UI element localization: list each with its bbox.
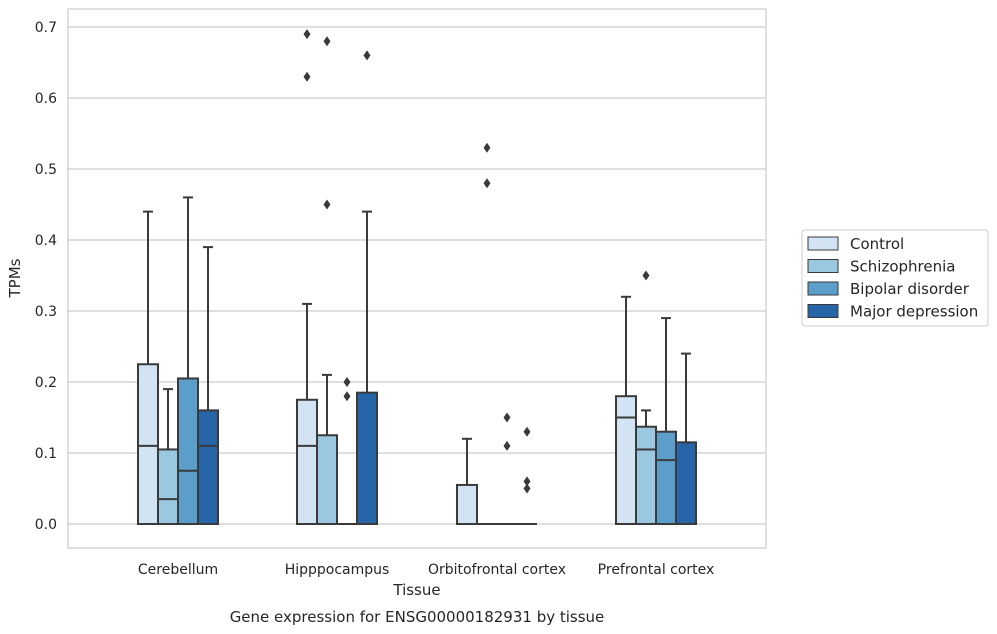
box-group (137, 210, 159, 525)
outlier-point (523, 483, 531, 494)
legend-swatch (807, 236, 839, 251)
y-tick-label: 0.3 (35, 304, 57, 320)
legend-swatch (807, 304, 839, 318)
outlier-point (483, 142, 491, 153)
outlier-point (523, 426, 531, 437)
box-group (157, 388, 179, 526)
x-tick-label: Cerebellum (138, 562, 218, 578)
box (635, 425, 657, 526)
box (655, 430, 677, 526)
box (137, 363, 159, 525)
outlier-point (642, 270, 650, 281)
y-axis-ticks: 0.0 0.1 0.2 0.3 0.4 0.5 0.6 0.7 (35, 20, 57, 533)
legend-label: Bipolar disorder (850, 280, 970, 298)
box-group (655, 317, 677, 526)
x-tick-label: Orbitofrontal cortex (428, 562, 566, 578)
box (197, 409, 219, 525)
plot-frame (67, 8, 767, 549)
outlier-point (503, 440, 511, 451)
legend: Control Schizophrenia Bipolar disorder Majo… (801, 229, 989, 327)
y-axis-label: TPMs (6, 258, 24, 298)
outlier-point (303, 71, 311, 82)
outlier-point (323, 199, 331, 210)
box-group (517, 426, 537, 525)
legend-label: Control (850, 235, 904, 253)
y-tick-label: 0.7 (35, 20, 57, 36)
legend-swatch (807, 281, 839, 296)
box (356, 391, 378, 525)
box (675, 441, 697, 526)
box-group (316, 36, 338, 525)
box (456, 483, 478, 526)
x-tick-label: Hipppocampus (285, 562, 390, 578)
box-group (615, 295, 637, 526)
outlier-point (483, 178, 491, 189)
y-tick-label: 0.5 (35, 162, 57, 178)
box (316, 434, 338, 525)
x-axis-label: Tissue (392, 581, 440, 599)
outlier-point (323, 36, 331, 47)
box-group (675, 352, 697, 526)
box (615, 395, 637, 526)
box-group (177, 196, 199, 526)
y-tick-label: 0.0 (35, 517, 57, 533)
legend-label: Schizophrenia (850, 258, 955, 276)
box-group (635, 270, 657, 526)
box (157, 448, 179, 526)
y-tick-label: 0.2 (35, 375, 57, 391)
box-group (456, 437, 478, 526)
legend-frame (801, 229, 989, 327)
outlier-point (503, 412, 511, 423)
x-tick-label: Prefrontal cortex (598, 562, 715, 578)
y-tick-label: 0.1 (35, 446, 57, 462)
legend-label: Major depression (850, 303, 978, 321)
box-group (356, 50, 378, 525)
box-group (296, 29, 318, 525)
box-group (197, 246, 219, 525)
box-group (337, 377, 357, 525)
box-group (497, 412, 517, 525)
box (177, 377, 199, 526)
outlier-point (343, 377, 351, 387)
box-group (477, 142, 497, 525)
x-axis-ticks: Cerebellum Hipppocampus Orbitofrontal cort… (138, 562, 714, 578)
box (296, 398, 318, 525)
outlier-point (363, 50, 371, 61)
plot-area (137, 29, 697, 526)
y-tick-label: 0.6 (35, 91, 57, 107)
y-tick-label: 0.4 (35, 233, 57, 249)
chart-caption: Gene expression for ENSG00000182931 by t… (230, 608, 605, 626)
outlier-point (303, 29, 311, 40)
outlier-point (523, 476, 531, 487)
outlier-point (343, 391, 351, 402)
legend-swatch (807, 259, 839, 273)
